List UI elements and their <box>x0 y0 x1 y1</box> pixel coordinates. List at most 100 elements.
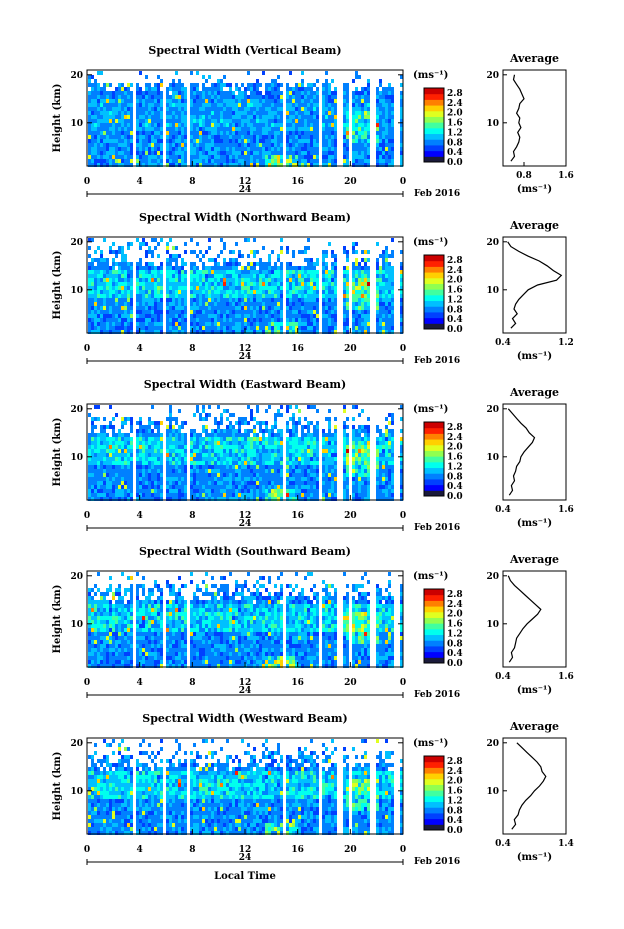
avg-x-tick-label: 0.4 <box>495 672 511 682</box>
colorbar-segment <box>424 473 444 480</box>
x-tick-label: 4 <box>137 177 143 187</box>
colorbar-frame <box>423 588 445 664</box>
x-tick-label: 4 <box>137 344 143 354</box>
colorbar-segment <box>424 255 444 262</box>
colorbar-segment <box>424 790 444 797</box>
x-tick-label: 16 <box>291 511 304 521</box>
heatmap <box>88 71 403 167</box>
colorbar-segment <box>424 139 444 146</box>
colorbar-segment <box>424 88 444 95</box>
colorbar-tick-label: 1.6 <box>447 453 463 463</box>
x-tick-label: 12 <box>239 678 252 688</box>
x-tick-label: 20 <box>344 678 357 688</box>
colorbar-segment <box>424 645 444 653</box>
colorbar-segment <box>424 433 444 440</box>
x-tick-label: 4 <box>137 511 143 521</box>
colorbar-tick-label: 0.8 <box>447 806 463 816</box>
y-tick-label: 20 <box>70 739 83 749</box>
y-tick-label: 10 <box>70 787 83 797</box>
colorbar-tick-label: 1.2 <box>447 295 463 305</box>
colorbar-tick-label: 1.6 <box>447 620 463 630</box>
colorbar-segment <box>424 294 444 302</box>
heatmap <box>88 739 403 835</box>
colorbar-segment <box>424 812 444 820</box>
colorbar-unit: (ms⁻¹) <box>413 738 448 749</box>
colorbar-tick-label: 2.8 <box>447 423 463 433</box>
colorbar-segment <box>424 306 444 313</box>
avg-x-tick-label: 1.2 <box>558 338 574 348</box>
colorbar-tick-label: 0.0 <box>447 158 463 168</box>
avg-y-tick-label: 20 <box>486 572 499 582</box>
day-label: 24 <box>239 686 252 696</box>
x-tick-label: 4 <box>137 845 143 855</box>
colorbar-tick-label: 2.8 <box>447 256 463 266</box>
colorbar-segment <box>424 490 444 497</box>
avg-y-tick-label: 20 <box>486 739 499 749</box>
colorbar-segment <box>424 600 444 607</box>
colorbar-segment <box>424 422 444 429</box>
average-title: Average <box>509 219 559 232</box>
average-profile-line <box>511 742 547 830</box>
x-tick-label: 20 <box>344 845 357 855</box>
avg-y-tick-label: 10 <box>486 787 499 797</box>
heatmap <box>88 405 403 501</box>
colorbar-segment <box>424 761 444 768</box>
avg-y-tick-label: 10 <box>486 286 499 296</box>
colorbar-tick-label: 1.2 <box>447 128 463 138</box>
colorbar-segment <box>424 444 444 451</box>
avg-y-tick-label: 20 <box>486 405 499 415</box>
colorbar-segment <box>424 611 444 618</box>
avg-x-unit: (ms⁻¹) <box>517 518 552 529</box>
colorbar-segment <box>424 767 444 774</box>
colorbar-segment <box>424 628 444 636</box>
avg-y-tick-label: 20 <box>486 238 499 248</box>
colorbar-tick-label: 1.6 <box>447 787 463 797</box>
y-axis-label: Height (km) <box>52 251 63 320</box>
colorbar-segment <box>424 640 444 647</box>
avg-x-tick-label: 0.8 <box>516 171 532 181</box>
colorbar-tick-label: 2.0 <box>447 276 463 286</box>
date-label: Feb 2016 <box>414 189 460 199</box>
colorbar-tick-label: 0.0 <box>447 325 463 335</box>
colorbar-segment <box>424 144 444 152</box>
colorbar-segment <box>424 818 444 825</box>
x-tick-label: 12 <box>239 177 252 187</box>
average-title: Average <box>509 553 559 566</box>
x-tick-label: 16 <box>291 845 304 855</box>
colorbar-segment <box>424 773 444 780</box>
colorbar-segment <box>424 105 444 112</box>
colorbar-unit: (ms⁻¹) <box>413 571 448 582</box>
panel-title: Spectral Width (Westward Beam) <box>142 712 347 725</box>
colorbar-tick-label: 1.6 <box>447 119 463 129</box>
avg-x-unit: (ms⁻¹) <box>517 184 552 195</box>
x-tick-label: 0 <box>84 177 90 187</box>
x-tick-label: 12 <box>239 511 252 521</box>
colorbar-tick-label: 2.4 <box>447 266 463 276</box>
colorbar-tick-label: 2.4 <box>447 600 463 610</box>
colorbar-segment <box>424 323 444 330</box>
x-tick-label: 0 <box>400 678 406 688</box>
colorbar-tick-label: 0.0 <box>447 826 463 836</box>
avg-x-tick-label: 0.4 <box>495 839 511 849</box>
colorbar-tick-label: 0.4 <box>447 148 463 158</box>
colorbar-frame <box>423 254 445 330</box>
colorbar-tick-label: 1.2 <box>447 629 463 639</box>
avg-y-tick-label: 10 <box>486 620 499 630</box>
avg-x-unit: (ms⁻¹) <box>517 852 552 863</box>
y-axis-label: Height (km) <box>52 752 63 821</box>
colorbar-segment <box>424 122 444 129</box>
average-profile-line <box>507 241 563 329</box>
colorbar-segment <box>424 283 444 290</box>
x-tick-label: 0 <box>400 344 406 354</box>
y-axis-label: Height (km) <box>52 585 63 654</box>
average-frame <box>502 69 567 167</box>
colorbar-segment <box>424 795 444 803</box>
x-axis-label: Local Time <box>214 871 276 882</box>
colorbar-tick-label: 0.0 <box>447 659 463 669</box>
day-label: 24 <box>239 853 252 863</box>
colorbar-segment <box>424 450 444 457</box>
average-title: Average <box>509 52 559 65</box>
colorbar-tick-label: 0.4 <box>447 315 463 325</box>
x-tick-label: 16 <box>291 344 304 354</box>
